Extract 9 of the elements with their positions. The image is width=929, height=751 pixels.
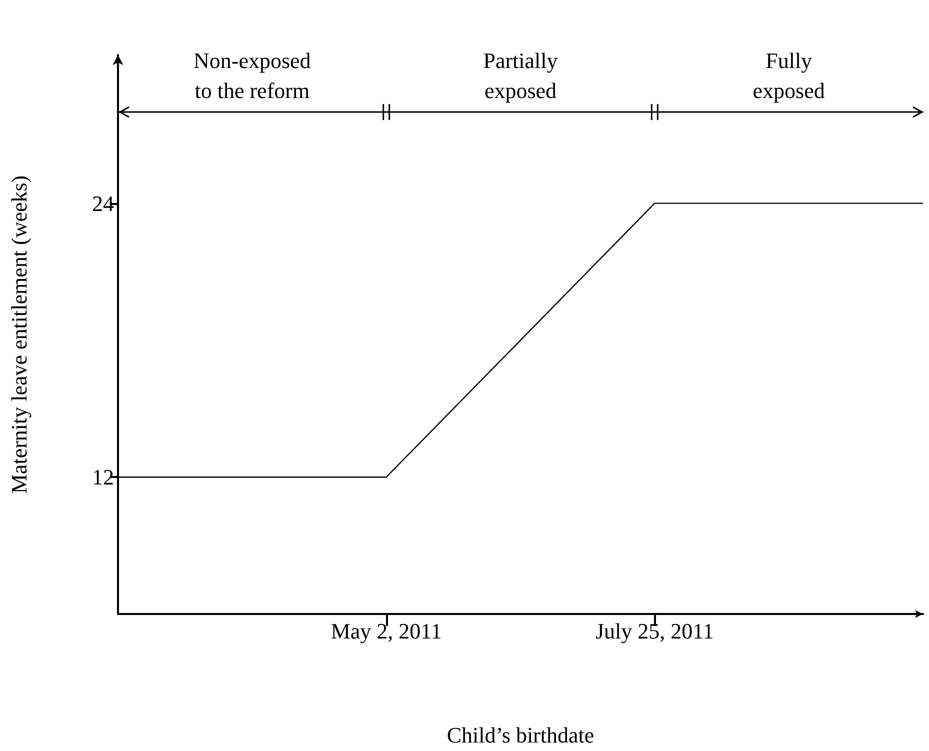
- y-axis-title: Maternity leave entitlement (weeks): [6, 175, 32, 494]
- annotation: Partially exposed: [483, 48, 558, 104]
- annotation: Non-exposed to the reform: [194, 48, 311, 104]
- y-tick-label: 12: [92, 464, 114, 490]
- x-tick-label: May 2, 2011: [330, 618, 442, 644]
- annotation: Fully exposed: [752, 48, 825, 104]
- x-tick-label: July 25, 2011: [595, 618, 714, 644]
- x-axis-title: Child’s birthdate: [446, 722, 594, 748]
- y-tick-label: 24: [92, 190, 114, 216]
